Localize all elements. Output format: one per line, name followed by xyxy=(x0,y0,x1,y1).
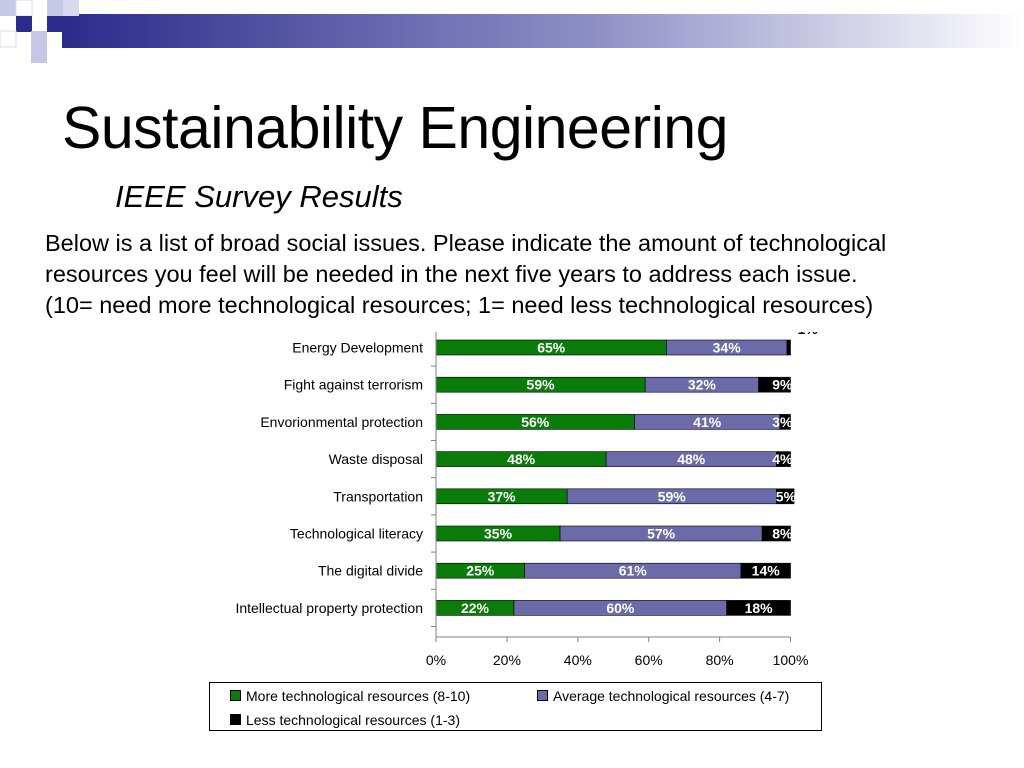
legend-item-more: More technological resources (8-10) xyxy=(230,688,470,704)
question-line: Below is a list of broad social issues. … xyxy=(45,230,887,256)
category-label: Envorionmental protection xyxy=(260,414,423,430)
header-gradient-bar xyxy=(62,14,1024,48)
question-line: (10= need more technological resources; … xyxy=(45,292,874,318)
data-label: 5% xyxy=(776,488,797,504)
category-label: Intellectual property protection xyxy=(235,600,423,616)
stacked-bar-chart: Energy Development 65% 34% 1% Fight against … xyxy=(235,332,819,668)
legend-label-less: Less technological resources (1-3) xyxy=(246,712,460,728)
data-label: 35% xyxy=(484,526,513,542)
decor-square xyxy=(0,30,17,48)
category-label: Transportation xyxy=(333,488,423,504)
data-label: 9% xyxy=(772,377,793,393)
slide-title: Sustainability Engineering xyxy=(62,95,728,161)
decor-square xyxy=(0,0,16,16)
bar-segment xyxy=(776,451,791,467)
data-label: 59% xyxy=(527,377,556,393)
legend-swatch-less xyxy=(230,714,241,725)
data-label: 57% xyxy=(647,526,676,542)
data-label: 22% xyxy=(461,600,490,616)
legend-item-less: Less technological resources (1-3) xyxy=(230,712,460,728)
bar-segment xyxy=(776,488,795,505)
category-label: The digital divide xyxy=(318,563,423,579)
decor-square xyxy=(63,0,79,16)
slide-header-decoration xyxy=(0,0,1024,63)
data-label: 60% xyxy=(606,600,635,616)
data-label: 8% xyxy=(772,526,793,542)
legend-swatch-average xyxy=(537,690,548,701)
slide-subtitle: IEEE Survey Results xyxy=(115,179,403,214)
bar-segment xyxy=(779,414,791,430)
legend-swatch-more xyxy=(230,690,241,701)
data-label: 1% xyxy=(798,332,819,337)
x-tick-label: 60% xyxy=(635,652,663,668)
data-label: 4% xyxy=(772,451,793,467)
category-label: Waste disposal xyxy=(329,451,423,467)
data-label: 41% xyxy=(693,414,722,430)
data-label: 3% xyxy=(772,414,793,430)
legend-label-more: More technological resources (8-10) xyxy=(246,688,471,704)
question-line: resources you feel will be needed in the… xyxy=(45,261,858,287)
decor-square xyxy=(47,16,63,32)
decor-square xyxy=(31,31,47,47)
category-label: Fight against terrorism xyxy=(284,377,423,393)
legend-label-average: Average technological resources (4-7) xyxy=(553,688,790,704)
survey-question: Below is a list of broad social issues. … xyxy=(45,228,1005,321)
data-label: 14% xyxy=(752,563,781,579)
data-label: 65% xyxy=(537,340,566,356)
decor-square xyxy=(16,16,32,32)
data-label: 56% xyxy=(521,414,550,430)
bar-segment xyxy=(726,600,791,616)
data-label: 48% xyxy=(677,451,706,467)
x-tick-label: 40% xyxy=(564,652,592,668)
data-label: 48% xyxy=(507,451,536,467)
x-tick-label: 0% xyxy=(426,652,446,668)
x-tick-label: 80% xyxy=(706,652,734,668)
decor-square xyxy=(15,0,33,17)
x-tick-label: 100% xyxy=(773,652,809,668)
data-label: 25% xyxy=(466,563,495,579)
chart-legend: More technological resources (8-10) Aver… xyxy=(209,682,822,731)
bar-segment xyxy=(740,562,791,579)
decor-square xyxy=(47,0,63,16)
category-label: Technological literacy xyxy=(290,526,423,542)
data-label: 32% xyxy=(688,377,717,393)
decor-square xyxy=(31,47,47,63)
data-label: 37% xyxy=(488,488,517,504)
bar-segment xyxy=(786,339,791,356)
x-tick-label: 20% xyxy=(493,652,521,668)
legend-item-average: Average technological resources (4-7) xyxy=(537,688,789,704)
bar-segment xyxy=(761,525,791,542)
data-label: 59% xyxy=(658,488,687,504)
data-label: 61% xyxy=(619,563,648,579)
data-label: 34% xyxy=(713,340,742,356)
category-label: Energy Development xyxy=(292,340,423,356)
bar-segment xyxy=(758,376,791,393)
data-label: 18% xyxy=(745,600,774,616)
